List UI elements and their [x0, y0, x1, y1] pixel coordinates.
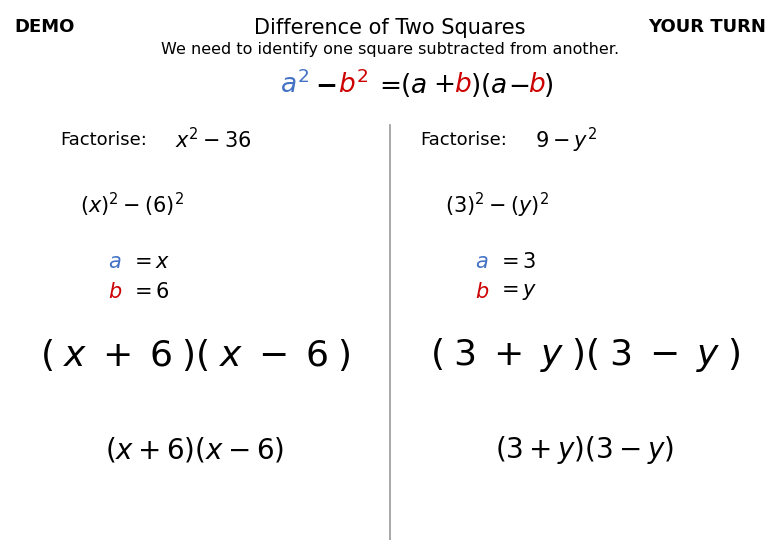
Text: $\mathit{b}$: $\mathit{b}$ [108, 282, 122, 302]
Text: Difference of Two Squares: Difference of Two Squares [254, 18, 526, 38]
Text: $+$: $+$ [433, 72, 454, 98]
Text: YOUR TURN: YOUR TURN [648, 18, 766, 36]
Text: $\boldsymbol{-}$: $\boldsymbol{-}$ [315, 72, 336, 98]
Text: DEMO: DEMO [14, 18, 74, 36]
Text: $-$: $-$ [508, 72, 530, 98]
Text: $( \; 3 \; + \; y \; )( \; 3 \; - \; y \; )$: $( \; 3 \; + \; y \; )( \; 3 \; - \; y \… [430, 336, 740, 374]
Text: $= y$: $= y$ [497, 282, 537, 302]
Text: $)$: $)$ [543, 71, 553, 99]
Text: $\mathit{a}$: $\mathit{a}$ [475, 252, 488, 272]
Text: We need to identify one square subtracted from another.: We need to identify one square subtracte… [161, 42, 619, 57]
Text: $)(\mathit{a}$: $)(\mathit{a}$ [470, 71, 507, 99]
Text: $=$: $=$ [374, 72, 400, 98]
Text: $(\mathit{a}$: $(\mathit{a}$ [400, 71, 427, 99]
Text: $(x)^2-(6)^2$: $(x)^2-(6)^2$ [80, 191, 184, 219]
Text: $= x$: $= x$ [130, 252, 170, 272]
Text: $( \; x \; + \; 6 \; )( \; x \; - \; 6 \; )$: $( \; x \; + \; 6 \; )( \; x \; - \; 6 \… [40, 337, 350, 373]
Text: $(x+6)(x-6)$: $(x+6)(x-6)$ [105, 435, 285, 464]
Text: $\mathit{a}^2$: $\mathit{a}^2$ [280, 71, 310, 99]
Text: Factorise:: Factorise: [60, 131, 147, 149]
Text: $\mathit{b}$: $\mathit{b}$ [528, 72, 545, 98]
Text: $(3)^2-(y)^2$: $(3)^2-(y)^2$ [445, 191, 549, 220]
Text: $= 6$: $= 6$ [130, 282, 169, 302]
Text: $\mathit{b}$: $\mathit{b}$ [454, 72, 471, 98]
Text: Factorise:: Factorise: [420, 131, 507, 149]
Text: $\mathit{b}$: $\mathit{b}$ [475, 282, 489, 302]
Text: $\mathit{b}^2$: $\mathit{b}^2$ [338, 71, 369, 99]
Text: $(3+y)(3-y)$: $(3+y)(3-y)$ [495, 434, 675, 466]
Text: $\mathit{a}$: $\mathit{a}$ [108, 252, 122, 272]
Text: $x^2-36$: $x^2-36$ [175, 127, 252, 153]
Text: $9-y^2$: $9-y^2$ [535, 125, 597, 154]
Text: $= 3$: $= 3$ [497, 252, 536, 272]
